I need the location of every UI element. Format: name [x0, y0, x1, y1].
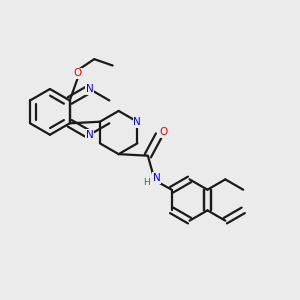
Text: H: H [143, 178, 150, 187]
Text: N: N [86, 130, 93, 140]
Text: O: O [74, 68, 82, 78]
Text: N: N [86, 84, 93, 94]
Text: N: N [153, 173, 160, 183]
Text: O: O [160, 127, 168, 137]
Text: N: N [134, 117, 141, 127]
